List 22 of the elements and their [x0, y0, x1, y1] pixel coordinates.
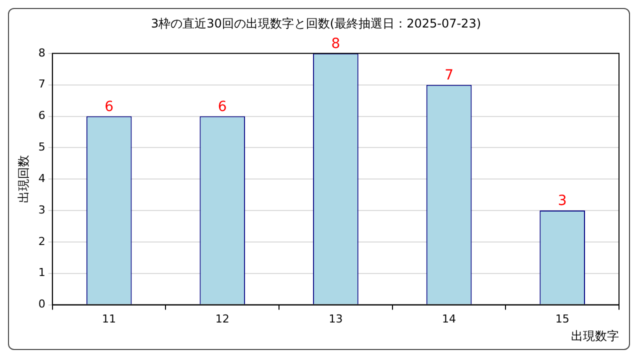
- data-label: 7: [444, 67, 454, 84]
- y-tick-label: 1: [38, 266, 46, 280]
- data-label: 6: [104, 98, 114, 115]
- x-axis-title: 出現数字: [571, 328, 619, 343]
- y-tick-label: 6: [38, 109, 46, 122]
- y-axis-title: 出現回数: [16, 155, 30, 204]
- data-label: 6: [218, 98, 227, 115]
- x-tick-label: 13: [328, 312, 343, 326]
- chart-title: 3枠の直近30回の出現数字と回数(最終抽選日：2025-07-23): [150, 16, 482, 30]
- data-label: 8: [331, 36, 340, 52]
- x-tick-label: 14: [442, 312, 456, 326]
- y-tick-label: 3: [38, 203, 46, 216]
- x-tick-label: 12: [215, 312, 230, 326]
- y-tick-label: 0: [38, 298, 46, 311]
- y-tick-label: 2: [38, 234, 46, 248]
- y-tick-label: 7: [38, 78, 46, 91]
- x-tick-label: 15: [555, 312, 570, 326]
- y-tick-label: 8: [38, 46, 46, 60]
- y-tick-label: 4: [38, 172, 46, 185]
- x-tick-label: 11: [102, 312, 116, 326]
- y-tick-label: 5: [38, 140, 46, 154]
- data-label: 3: [558, 193, 567, 210]
